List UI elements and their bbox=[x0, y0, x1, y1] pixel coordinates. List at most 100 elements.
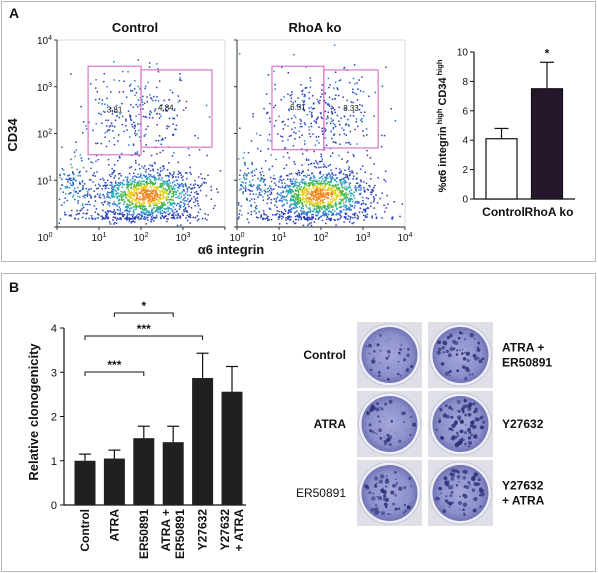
dish-texture bbox=[373, 345, 375, 347]
event-dot bbox=[349, 205, 352, 207]
event-dot bbox=[101, 177, 104, 180]
event-dot bbox=[159, 198, 162, 200]
event-dot bbox=[239, 127, 241, 129]
event-dot bbox=[321, 201, 324, 204]
event-dot bbox=[331, 212, 334, 214]
event-dot bbox=[308, 216, 310, 219]
event-dot bbox=[122, 195, 124, 198]
event-dot bbox=[326, 175, 328, 177]
event-dot bbox=[194, 186, 196, 189]
dish-texture bbox=[483, 353, 485, 355]
event-dot bbox=[151, 218, 153, 220]
event-dot bbox=[150, 220, 152, 223]
event-dot bbox=[300, 213, 302, 216]
event-dot bbox=[119, 113, 121, 115]
event-dot bbox=[105, 125, 108, 127]
event-dot bbox=[96, 171, 98, 173]
event-dot bbox=[68, 174, 71, 176]
event-dot bbox=[295, 184, 297, 187]
event-dot bbox=[154, 99, 157, 102]
event-dot bbox=[160, 207, 162, 209]
event-dot bbox=[156, 192, 158, 194]
event-dot bbox=[328, 211, 330, 213]
event-dot bbox=[146, 214, 149, 216]
colony bbox=[473, 337, 476, 340]
event-dot bbox=[98, 98, 101, 100]
event-dot bbox=[180, 183, 183, 185]
event-dot bbox=[176, 210, 178, 212]
event-dot bbox=[315, 208, 318, 210]
event-dot bbox=[77, 200, 80, 202]
event-dot bbox=[352, 200, 354, 203]
event-dot bbox=[136, 194, 139, 197]
event-dot bbox=[162, 192, 165, 195]
event-dot bbox=[149, 199, 152, 201]
event-dot bbox=[94, 195, 97, 197]
event-dot bbox=[185, 200, 188, 202]
event-dot bbox=[185, 107, 187, 109]
event-dot bbox=[125, 197, 128, 199]
event-dot bbox=[302, 187, 305, 189]
event-dot bbox=[286, 152, 289, 154]
event-dot bbox=[145, 128, 147, 131]
event-dot bbox=[133, 194, 135, 196]
event-dot bbox=[159, 167, 162, 169]
event-dot bbox=[125, 96, 128, 98]
event-dot bbox=[136, 206, 138, 209]
dish-texture bbox=[452, 486, 454, 489]
event-dot bbox=[303, 93, 306, 96]
event-dot bbox=[123, 214, 126, 216]
event-dot bbox=[170, 202, 172, 204]
event-dot bbox=[309, 203, 311, 205]
event-dot bbox=[313, 150, 315, 153]
event-dot bbox=[284, 182, 286, 185]
event-dot bbox=[260, 174, 262, 176]
event-dot bbox=[178, 187, 180, 189]
dish-texture bbox=[388, 500, 390, 502]
colony bbox=[467, 436, 472, 440]
event-dot bbox=[146, 197, 149, 199]
event-dot bbox=[247, 172, 250, 174]
event-dot bbox=[138, 154, 141, 157]
event-dot bbox=[133, 208, 136, 211]
dish-texture bbox=[455, 331, 457, 333]
event-dot bbox=[119, 172, 121, 175]
event-dot bbox=[303, 121, 306, 124]
event-dot bbox=[157, 139, 160, 142]
dish-texture bbox=[381, 367, 383, 369]
colony bbox=[369, 429, 372, 433]
event-dot bbox=[356, 200, 358, 203]
event-dot bbox=[205, 182, 207, 184]
event-dot bbox=[304, 192, 307, 194]
event-dot bbox=[305, 87, 308, 89]
event-dot bbox=[95, 154, 98, 157]
event-dot bbox=[344, 174, 347, 176]
tick-base: 10 bbox=[37, 83, 49, 94]
event-dot bbox=[314, 191, 317, 194]
event-dot bbox=[306, 216, 309, 219]
event-dot bbox=[95, 187, 98, 190]
event-dot bbox=[70, 163, 72, 166]
dish-texture bbox=[389, 345, 391, 348]
event-dot bbox=[73, 151, 76, 153]
event-dot bbox=[131, 216, 134, 218]
dish-texture bbox=[396, 474, 399, 476]
colony bbox=[440, 436, 444, 440]
event-dot bbox=[140, 180, 143, 182]
event-dot bbox=[326, 214, 328, 216]
event-dot bbox=[101, 103, 103, 105]
event-dot bbox=[352, 101, 354, 104]
event-dot bbox=[102, 204, 104, 206]
event-dot bbox=[314, 180, 317, 183]
colony bbox=[457, 409, 461, 413]
event-dot bbox=[138, 129, 140, 132]
significance-bracket bbox=[113, 312, 174, 317]
event-dot bbox=[80, 157, 83, 159]
event-dot bbox=[162, 165, 164, 168]
colony bbox=[448, 405, 452, 410]
event-dot bbox=[253, 198, 256, 200]
event-dot bbox=[185, 217, 187, 219]
event-dot bbox=[333, 174, 335, 177]
dish-texture bbox=[476, 371, 478, 373]
